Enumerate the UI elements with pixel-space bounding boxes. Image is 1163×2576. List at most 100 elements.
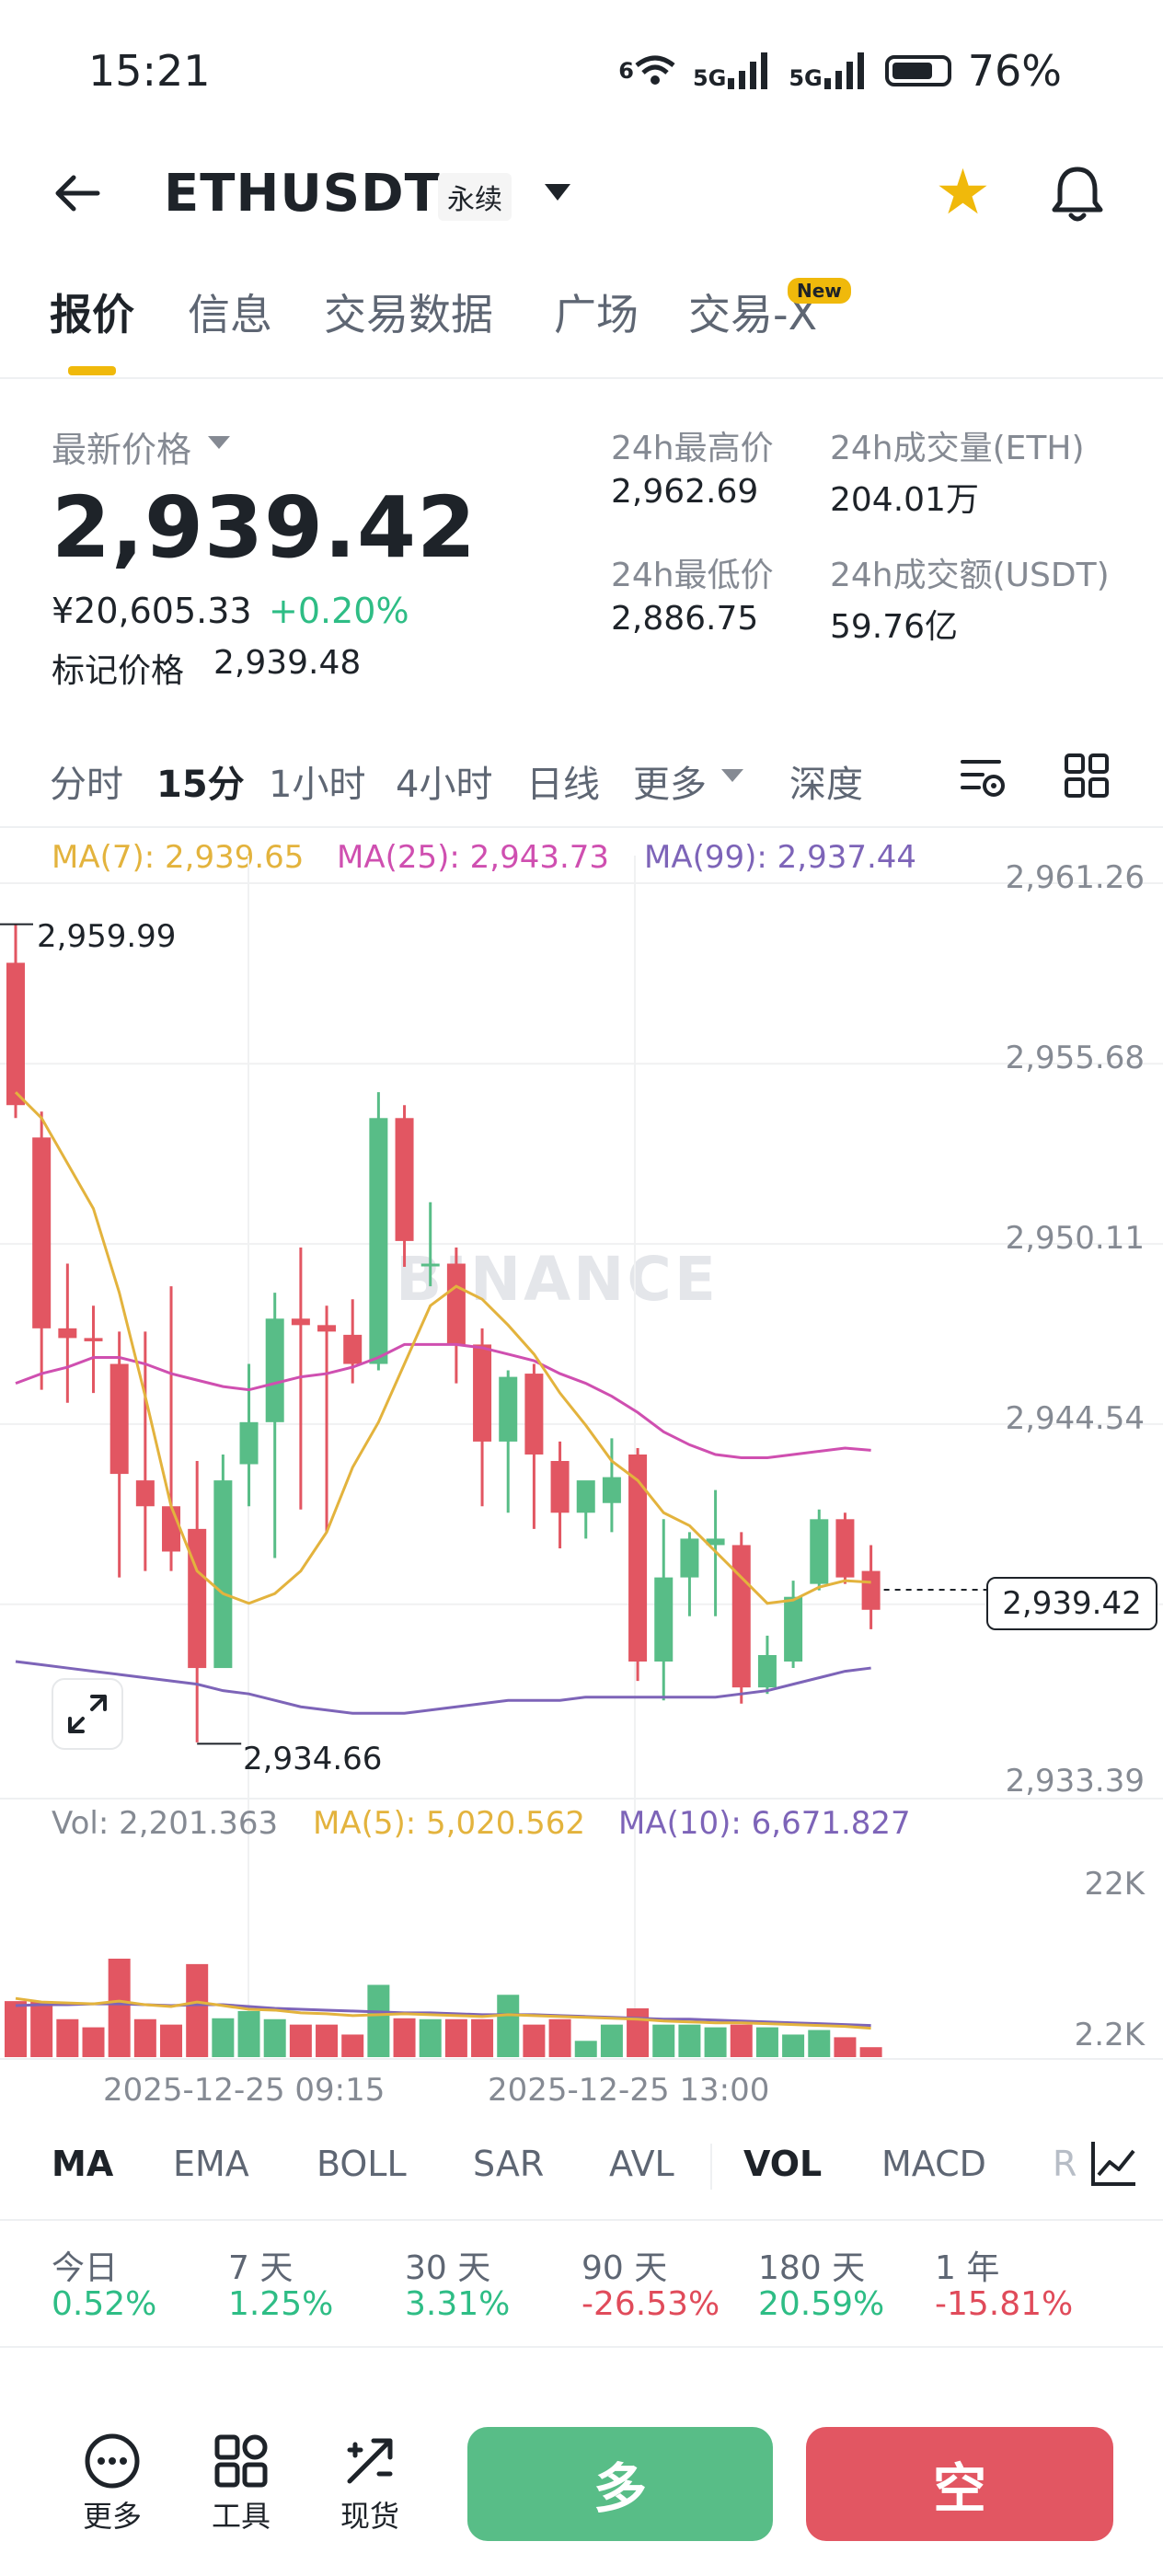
return-value: -26.53% bbox=[582, 2285, 720, 2323]
high-marker: 2,959.99 bbox=[37, 918, 177, 955]
volume-ma5-line bbox=[15, 1996, 871, 2030]
indicator-vol[interactable]: VOL bbox=[743, 2144, 823, 2184]
interval-15m[interactable]: 15分 bbox=[156, 764, 245, 806]
high-24h-value: 2,962.69 bbox=[611, 473, 759, 511]
grid-layout-icon[interactable] bbox=[1064, 753, 1110, 799]
spot-button[interactable]: 现货 bbox=[324, 2429, 416, 2536]
candle-body bbox=[239, 1421, 259, 1465]
candle-body bbox=[135, 1480, 155, 1507]
candle-body bbox=[576, 1480, 595, 1513]
return-value: -15.81% bbox=[935, 2285, 1074, 2323]
volume-bar bbox=[82, 2027, 105, 2057]
chart-settings-icon[interactable] bbox=[959, 753, 1010, 804]
volume-bar bbox=[834, 2037, 857, 2057]
latest-price-label[interactable]: 最新价格 bbox=[52, 430, 192, 470]
volume-ma5-legend: MA(5): 5,020.562 bbox=[313, 1805, 586, 1842]
candle-body bbox=[188, 1528, 207, 1669]
volume-bar bbox=[600, 2024, 623, 2057]
return-label: 1 年 bbox=[935, 2249, 1000, 2287]
candle-body bbox=[317, 1325, 337, 1332]
signal-label-2: 5G bbox=[789, 65, 823, 91]
candle-body bbox=[343, 1334, 363, 1364]
volume-bar bbox=[704, 2027, 727, 2057]
indicator-ma[interactable]: MA bbox=[52, 2144, 114, 2184]
price-change-pct: +0.20% bbox=[269, 591, 409, 631]
candle-body bbox=[369, 1118, 388, 1364]
more-label: 更多 bbox=[82, 2499, 142, 2534]
candle-body bbox=[32, 1137, 52, 1328]
volume-bar bbox=[5, 2001, 27, 2057]
y-tick-label: 2,933.39 bbox=[1005, 1763, 1145, 1800]
candle-body bbox=[420, 1263, 440, 1267]
volume-ma10-legend: MA(10): 6,671.827 bbox=[618, 1805, 911, 1842]
indicator-macd[interactable]: MACD bbox=[881, 2144, 986, 2184]
latest-price-dropdown-icon[interactable] bbox=[208, 436, 230, 449]
signal-label-1: 5G bbox=[692, 65, 727, 91]
divider bbox=[0, 2219, 1163, 2221]
volume-y-tick: 22K bbox=[1084, 1866, 1145, 1903]
candle-body bbox=[395, 1118, 414, 1241]
back-arrow-icon[interactable] bbox=[50, 166, 105, 221]
more-button[interactable]: 更多 bbox=[66, 2429, 158, 2536]
price-chart[interactable] bbox=[0, 856, 1163, 2088]
bell-icon[interactable] bbox=[1045, 162, 1110, 226]
mark-price-label: 标记价格 bbox=[52, 652, 185, 690]
tab-square[interactable]: 广场 bbox=[554, 290, 639, 339]
indicator-avl[interactable]: AVL bbox=[609, 2144, 674, 2184]
indicator-sar[interactable]: SAR bbox=[473, 2144, 545, 2184]
candle-body bbox=[861, 1570, 881, 1610]
volume-bar bbox=[444, 2018, 467, 2057]
short-button[interactable]: 空 bbox=[806, 2427, 1113, 2541]
long-button[interactable]: 多 bbox=[467, 2427, 773, 2541]
tab-trading-data[interactable]: 交易数据 bbox=[324, 290, 493, 339]
volume-bar bbox=[133, 2018, 156, 2057]
favorite-star-icon[interactable]: ★ bbox=[935, 156, 991, 229]
interval-4h[interactable]: 4小时 bbox=[396, 764, 493, 806]
candle-body bbox=[757, 1654, 777, 1688]
x-tick-label: 2025-12-25 13:00 bbox=[488, 2072, 770, 2109]
symbol-title[interactable]: ETHUSDT bbox=[164, 164, 441, 224]
y-tick-label: 2,944.54 bbox=[1005, 1400, 1145, 1437]
depth-tab[interactable]: 深度 bbox=[789, 764, 863, 806]
cell-signal-icon-2: 5G bbox=[789, 51, 868, 91]
tab-quote[interactable]: 报价 bbox=[50, 290, 134, 339]
volume-bar bbox=[523, 2024, 546, 2057]
interval-1d[interactable]: 日线 bbox=[526, 764, 600, 806]
candle-body bbox=[731, 1545, 751, 1688]
indicator-ema[interactable]: EMA bbox=[173, 2144, 249, 2184]
candle-body bbox=[473, 1344, 492, 1442]
expand-icon bbox=[68, 1695, 107, 1733]
return-label: 180 天 bbox=[758, 2249, 866, 2287]
interval-more[interactable]: 更多 bbox=[633, 764, 707, 806]
candle-body bbox=[680, 1538, 699, 1578]
divider bbox=[0, 826, 1163, 828]
interval-time[interactable]: 分时 bbox=[50, 764, 123, 806]
volume-bar bbox=[419, 2018, 442, 2057]
tools-button[interactable]: 工具 bbox=[195, 2429, 287, 2536]
volume-bar bbox=[755, 2027, 778, 2057]
volume-quote-value: 59.76亿 bbox=[830, 608, 959, 646]
divider bbox=[0, 2346, 1163, 2348]
volume-legend: Vol: 2,201.363 bbox=[52, 1805, 279, 1842]
return-value: 3.31% bbox=[405, 2285, 511, 2323]
volume-bar bbox=[30, 2001, 53, 2057]
indicator-settings-icon[interactable] bbox=[1086, 2136, 1141, 2191]
candle-body bbox=[446, 1263, 466, 1345]
tools-icon bbox=[214, 2434, 268, 2488]
volume-bar bbox=[341, 2034, 364, 2057]
candle-body bbox=[265, 1318, 284, 1422]
mark-price-value: 2,939.48 bbox=[213, 644, 362, 682]
candle-body bbox=[213, 1480, 233, 1669]
interval-1h[interactable]: 1小时 bbox=[269, 764, 366, 806]
indicator-separator bbox=[710, 2144, 712, 2190]
indicator-more-cut[interactable]: R bbox=[1053, 2144, 1077, 2184]
symbol-dropdown-icon[interactable] bbox=[545, 184, 570, 201]
volume-bar bbox=[808, 2030, 831, 2057]
volume-bar bbox=[574, 2041, 597, 2057]
expand-chart-button[interactable] bbox=[52, 1678, 123, 1750]
tab-info[interactable]: 信息 bbox=[188, 290, 272, 339]
more-dropdown-icon[interactable] bbox=[721, 769, 743, 782]
cny-price: ¥20,605.33 bbox=[52, 591, 252, 631]
indicator-boll[interactable]: BOLL bbox=[317, 2144, 407, 2184]
battery-fill bbox=[892, 63, 932, 79]
